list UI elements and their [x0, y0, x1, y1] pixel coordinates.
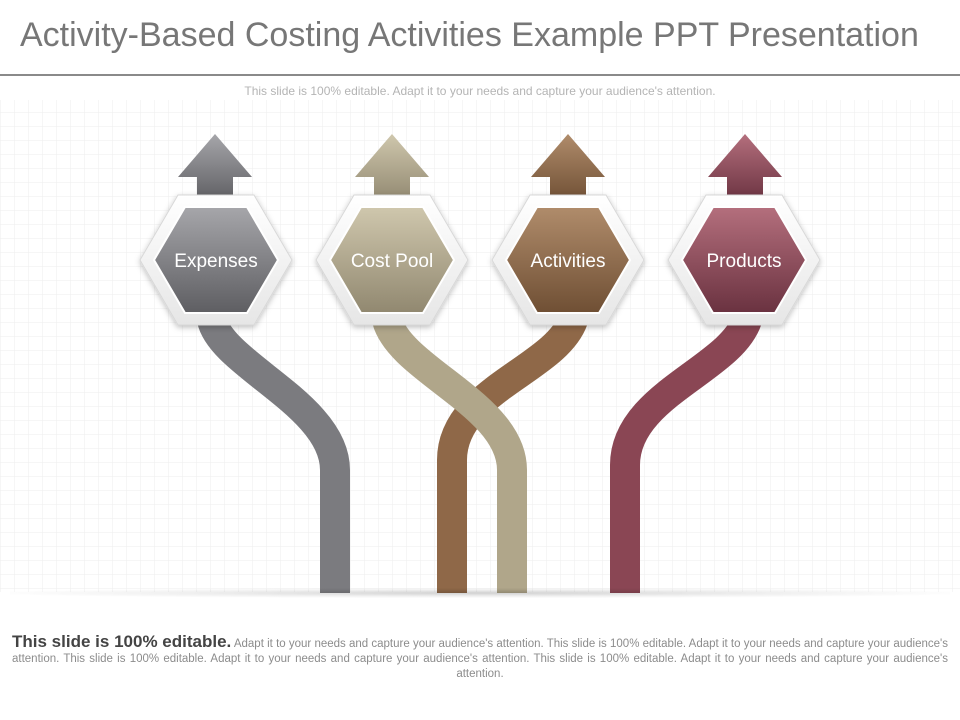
- arrow-up-icon: [531, 134, 605, 202]
- hex-node-activities: [504, 206, 632, 314]
- hex-node-expenses: [152, 206, 280, 314]
- stream-activities: [437, 313, 588, 593]
- arrow-up-icon: [355, 134, 429, 202]
- footer-lead: This slide is 100% editable.: [12, 632, 232, 651]
- stream-expenses: [197, 315, 350, 593]
- floor-shadow: [10, 588, 950, 598]
- hex-node-products: [680, 206, 808, 314]
- stream-products: [610, 313, 762, 593]
- title-divider: [0, 74, 960, 76]
- footer-text: This slide is 100% editable. Adapt it to…: [12, 632, 948, 682]
- slide-subtitle: This slide is 100% editable. Adapt it to…: [244, 84, 716, 98]
- slide-title: Activity-Based Costing Activities Exampl…: [20, 16, 919, 54]
- background-grid: [0, 100, 960, 592]
- arrow-up-icon: [178, 134, 252, 202]
- flow-diagram: Expenses Cost Pool Activities Products: [0, 100, 960, 593]
- label-expenses: Expenses: [174, 251, 257, 272]
- arrow-up-icon: [708, 134, 782, 202]
- footer-body: Adapt it to your needs and capture your …: [12, 638, 948, 680]
- stream-cost-pool: [372, 314, 527, 593]
- hex-node-cost-pool: [328, 206, 456, 314]
- label-activities: Activities: [531, 251, 606, 272]
- label-cost-pool: Cost Pool: [351, 251, 433, 272]
- label-products: Products: [707, 251, 782, 272]
